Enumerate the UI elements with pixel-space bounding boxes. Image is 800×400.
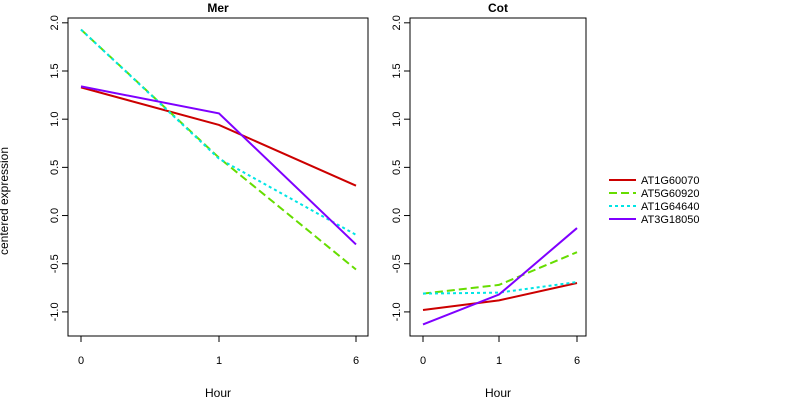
legend-item: AT3G18050 [609, 214, 700, 226]
x-tick-label: 6 [574, 355, 580, 367]
series-line-at5g60920 [80, 28, 357, 271]
y-tick-label: 1.5 [391, 63, 403, 78]
x-tick-label: 0 [420, 355, 426, 367]
series-line-at1g60070 [422, 282, 578, 311]
legend-label: AT1G60070 [641, 175, 700, 187]
x-axis-label: Hour [485, 386, 511, 400]
series-line-at1g64640 [80, 28, 357, 236]
series-line-at1g64640 [422, 281, 578, 295]
y-tick-label: 1.5 [49, 63, 61, 78]
x-axis-label: Hour [205, 386, 231, 400]
y-tick-label: 0.5 [49, 160, 61, 175]
y-tick-label: 0.0 [391, 208, 403, 223]
y-axis-label: centered expression [0, 147, 11, 255]
legend-label: AT5G60920 [641, 188, 700, 200]
legend-item: AT1G64640 [609, 201, 700, 213]
panel-title: Cot [488, 1, 508, 15]
panels-layer: Mer -1.0 -0.5 0.0 0.5 1.0 1.5 2.0 0 1 6 Hour Cot -1.0… [49, 1, 587, 400]
x-tick-label: 0 [78, 355, 84, 367]
y-tick-label: 2.0 [49, 15, 61, 30]
y-tick-label: 2.0 [391, 15, 403, 30]
panel-cot: Cot -1.0 -0.5 0.0 0.5 1.0 1.5 2.0 0 1 6 Hour [391, 1, 587, 400]
legend-label: AT3G18050 [641, 214, 700, 226]
series-line-at3g18050 [80, 85, 357, 246]
series-line-at3g18050 [422, 227, 578, 326]
y-tick-label: -1.0 [49, 302, 61, 321]
y-tick-label: 1.0 [49, 112, 61, 127]
panel-title: Mer [207, 1, 229, 15]
series-line-at5g60920 [422, 251, 578, 295]
y-tick-label: 1.0 [391, 112, 403, 127]
plot-frame [67, 17, 369, 337]
panel-mer: Mer -1.0 -0.5 0.0 0.5 1.0 1.5 2.0 0 1 6 Hour [49, 1, 369, 400]
y-tick-label: -1.0 [391, 302, 403, 321]
y-tick-label: -0.5 [49, 254, 61, 273]
x-tick-label: 1 [496, 355, 502, 367]
series-line-at1g60070 [80, 86, 357, 187]
legend-item: AT1G60070 [609, 175, 700, 187]
plot-frame [409, 17, 587, 337]
x-tick-label: 6 [353, 355, 359, 367]
x-tick-label: 1 [216, 355, 222, 367]
y-tick-label: 0.5 [391, 160, 403, 175]
y-tick-label: -0.5 [391, 254, 403, 273]
y-tick-label: 0.0 [49, 208, 61, 223]
legend-label: AT1G64640 [641, 201, 700, 213]
legend-item: AT5G60920 [609, 188, 700, 200]
